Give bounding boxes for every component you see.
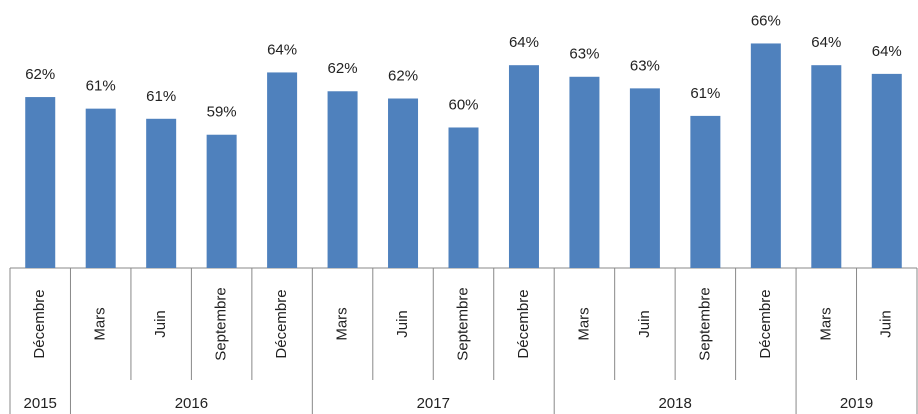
x-tick-label: Juin <box>394 310 411 338</box>
x-tick-label: Décembre <box>757 289 774 358</box>
bar <box>146 118 177 269</box>
bar <box>448 127 479 268</box>
data-label: 63% <box>630 57 660 74</box>
data-label: 63% <box>569 46 599 63</box>
data-label: 64% <box>267 41 297 58</box>
bar <box>206 134 237 268</box>
bar <box>871 73 902 269</box>
x-tick-label: Septembre <box>213 287 230 360</box>
x-tick-label: Décembre <box>515 289 532 358</box>
year-label: 2018 <box>658 395 691 412</box>
bar <box>25 97 56 269</box>
bar <box>811 65 842 269</box>
data-label: 64% <box>811 34 841 51</box>
x-tick-label: Septembre <box>696 287 713 360</box>
x-tick-label: Juin <box>878 310 895 338</box>
data-label: 62% <box>328 60 358 77</box>
bar <box>85 108 116 268</box>
data-label: 64% <box>872 43 902 60</box>
data-label: 60% <box>448 96 478 113</box>
year-label: 2016 <box>175 395 208 412</box>
data-label: 61% <box>146 88 176 105</box>
x-tick-label: Septembre <box>454 287 471 360</box>
bar <box>267 72 298 268</box>
year-label: 2015 <box>24 395 57 412</box>
data-label: 66% <box>751 12 781 29</box>
bar <box>569 76 600 268</box>
year-label: 2017 <box>417 395 450 412</box>
x-tick-label: Mars <box>817 307 834 340</box>
data-label: 64% <box>509 34 539 51</box>
data-label: 62% <box>25 66 55 83</box>
bar <box>750 43 781 269</box>
bar <box>327 91 358 268</box>
x-tick-label: Décembre <box>273 289 290 358</box>
bar <box>388 98 419 268</box>
data-label: 61% <box>690 85 720 102</box>
data-label: 62% <box>388 67 418 84</box>
year-label: 2019 <box>840 395 873 412</box>
data-label: 59% <box>207 104 237 121</box>
x-tick-label: Décembre <box>31 289 48 358</box>
bar <box>508 65 539 269</box>
bar <box>690 115 721 268</box>
x-tick-label: Juin <box>152 310 169 338</box>
x-tick-label: Mars <box>334 307 351 340</box>
data-label: 61% <box>86 78 116 95</box>
x-tick-label: Mars <box>92 307 109 340</box>
x-tick-label: Mars <box>575 307 592 340</box>
bar <box>629 88 660 268</box>
x-tick-label: Juin <box>636 310 653 338</box>
